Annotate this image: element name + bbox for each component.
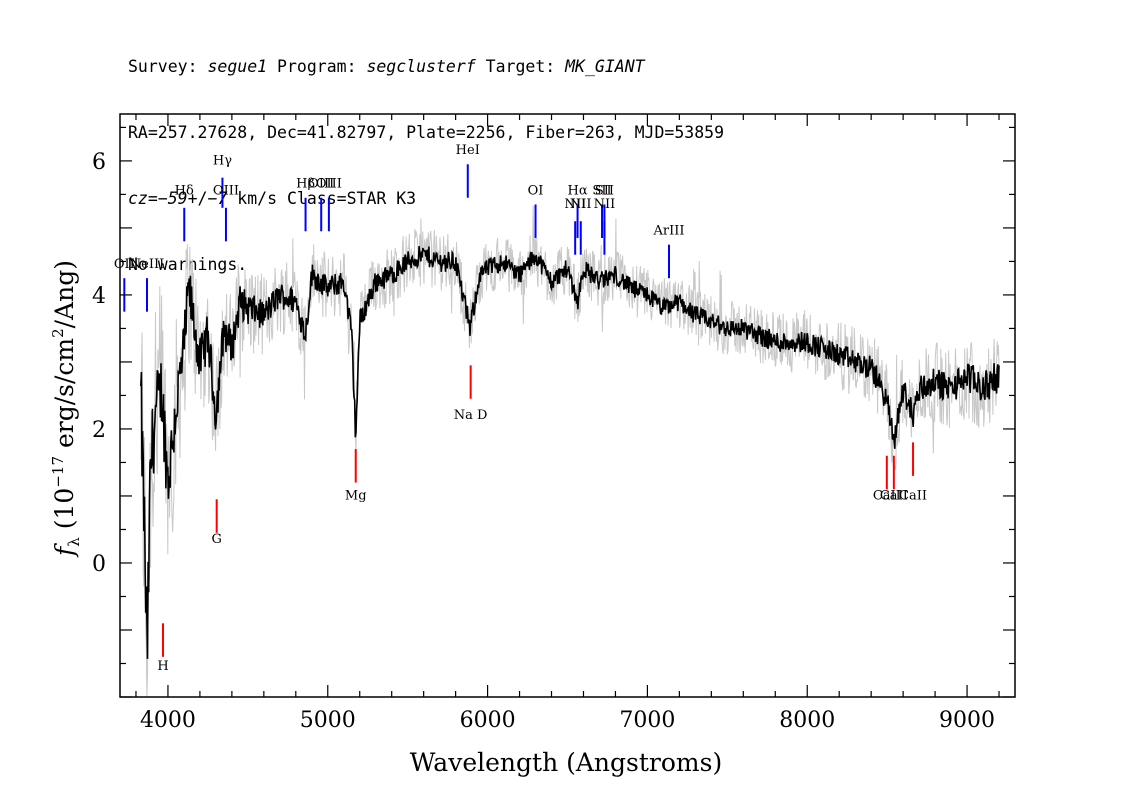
header-line-coordinates: RA=257.27628, Dec=41.82797, Plate=2256, …	[128, 122, 724, 144]
axes-frame: 4000 5000 6000 7000 8000 9000 0 2 4 6	[92, 113, 1016, 733]
header-segment: −59	[157, 189, 188, 208]
absorption-line-label: Mg	[345, 488, 367, 503]
header-segment: Target:	[475, 57, 566, 76]
error-envelope-layer	[140, 205, 1000, 698]
emission-line-label: OI	[528, 183, 544, 198]
absorption-line-label: CaII	[873, 488, 901, 503]
y-tick-label: 2	[92, 418, 106, 443]
emission-line-label: NII	[594, 197, 616, 212]
absorption-line-label: G	[211, 532, 221, 547]
header-segment: Program:	[267, 57, 367, 76]
emission-line-label: NII	[570, 197, 592, 212]
x-tick-label: 7000	[619, 708, 675, 733]
emission-line-label: OII	[114, 257, 135, 272]
x-tick-label: 5000	[300, 708, 356, 733]
y-tick-label: 6	[92, 150, 106, 175]
header-line-survey: Survey: segue1 Program: segclusterf Targ…	[128, 56, 724, 78]
x-tick-label: 6000	[460, 708, 516, 733]
emission-line-label: ArIII	[652, 224, 684, 239]
header-segment: segclusterf	[366, 57, 476, 76]
emission-line-label: Hβ	[296, 177, 315, 192]
y-tick-label: 4	[92, 284, 106, 309]
x-tick-label: 4000	[140, 708, 196, 733]
emission-line-label: OIII	[316, 177, 342, 192]
emission-line-label: OIII	[308, 177, 334, 192]
emission-line-label: Hδ	[175, 183, 194, 198]
x-tick-label: 8000	[779, 708, 835, 733]
header-line-redshift-class: cz=−59+/−7 km/s Class=STAR K3	[128, 188, 724, 210]
flux-line	[140, 246, 1000, 659]
error-envelope-line	[140, 205, 1000, 698]
x-tick-label: 9000	[939, 708, 995, 733]
y-tick-label: 0	[92, 552, 106, 577]
header-segment: Survey:	[128, 57, 208, 76]
absorption-line-label: Na D	[454, 408, 488, 423]
emission-line-label: SII	[595, 183, 614, 198]
header-segment: =	[147, 189, 158, 208]
header-segment: +/−	[187, 189, 218, 208]
plot-frame	[119, 113, 1016, 698]
header-segment: RA=257.27628, Dec=41.82797, Plate=2256, …	[128, 123, 725, 142]
x-axis-label: Wavelength (Angstroms)	[410, 748, 722, 777]
header-line-warnings: No warnings.	[128, 254, 724, 276]
header-segment: cz	[128, 189, 148, 208]
header-segment: km/s Class=STAR K3	[237, 189, 417, 208]
emission-line-label: Hγ	[213, 153, 232, 168]
absorption-line-label: CaII	[880, 488, 908, 503]
emission-line-label: NII	[564, 197, 586, 212]
y-axis-label: fλ (10−17 erg/s/cm2/Ang)	[49, 260, 83, 558]
flux-layer	[140, 246, 1000, 659]
header-segment: MK_GIANT	[565, 57, 645, 76]
absorption-line-label: CaII	[899, 488, 927, 503]
emission-line-label: SII	[592, 183, 611, 198]
spectrum-header: Survey: segue1 Program: segclusterf Targ…	[128, 12, 724, 298]
header-segment: segue1	[207, 57, 268, 76]
emission-line-label: NeIII	[130, 257, 164, 272]
emission-line-label: HeI	[456, 143, 480, 158]
emission-line-label: Hα	[568, 183, 588, 198]
header-segment: No warnings.	[128, 255, 248, 274]
emission-line-label: OIII	[213, 183, 239, 198]
absorption-line-label: H	[157, 659, 168, 674]
